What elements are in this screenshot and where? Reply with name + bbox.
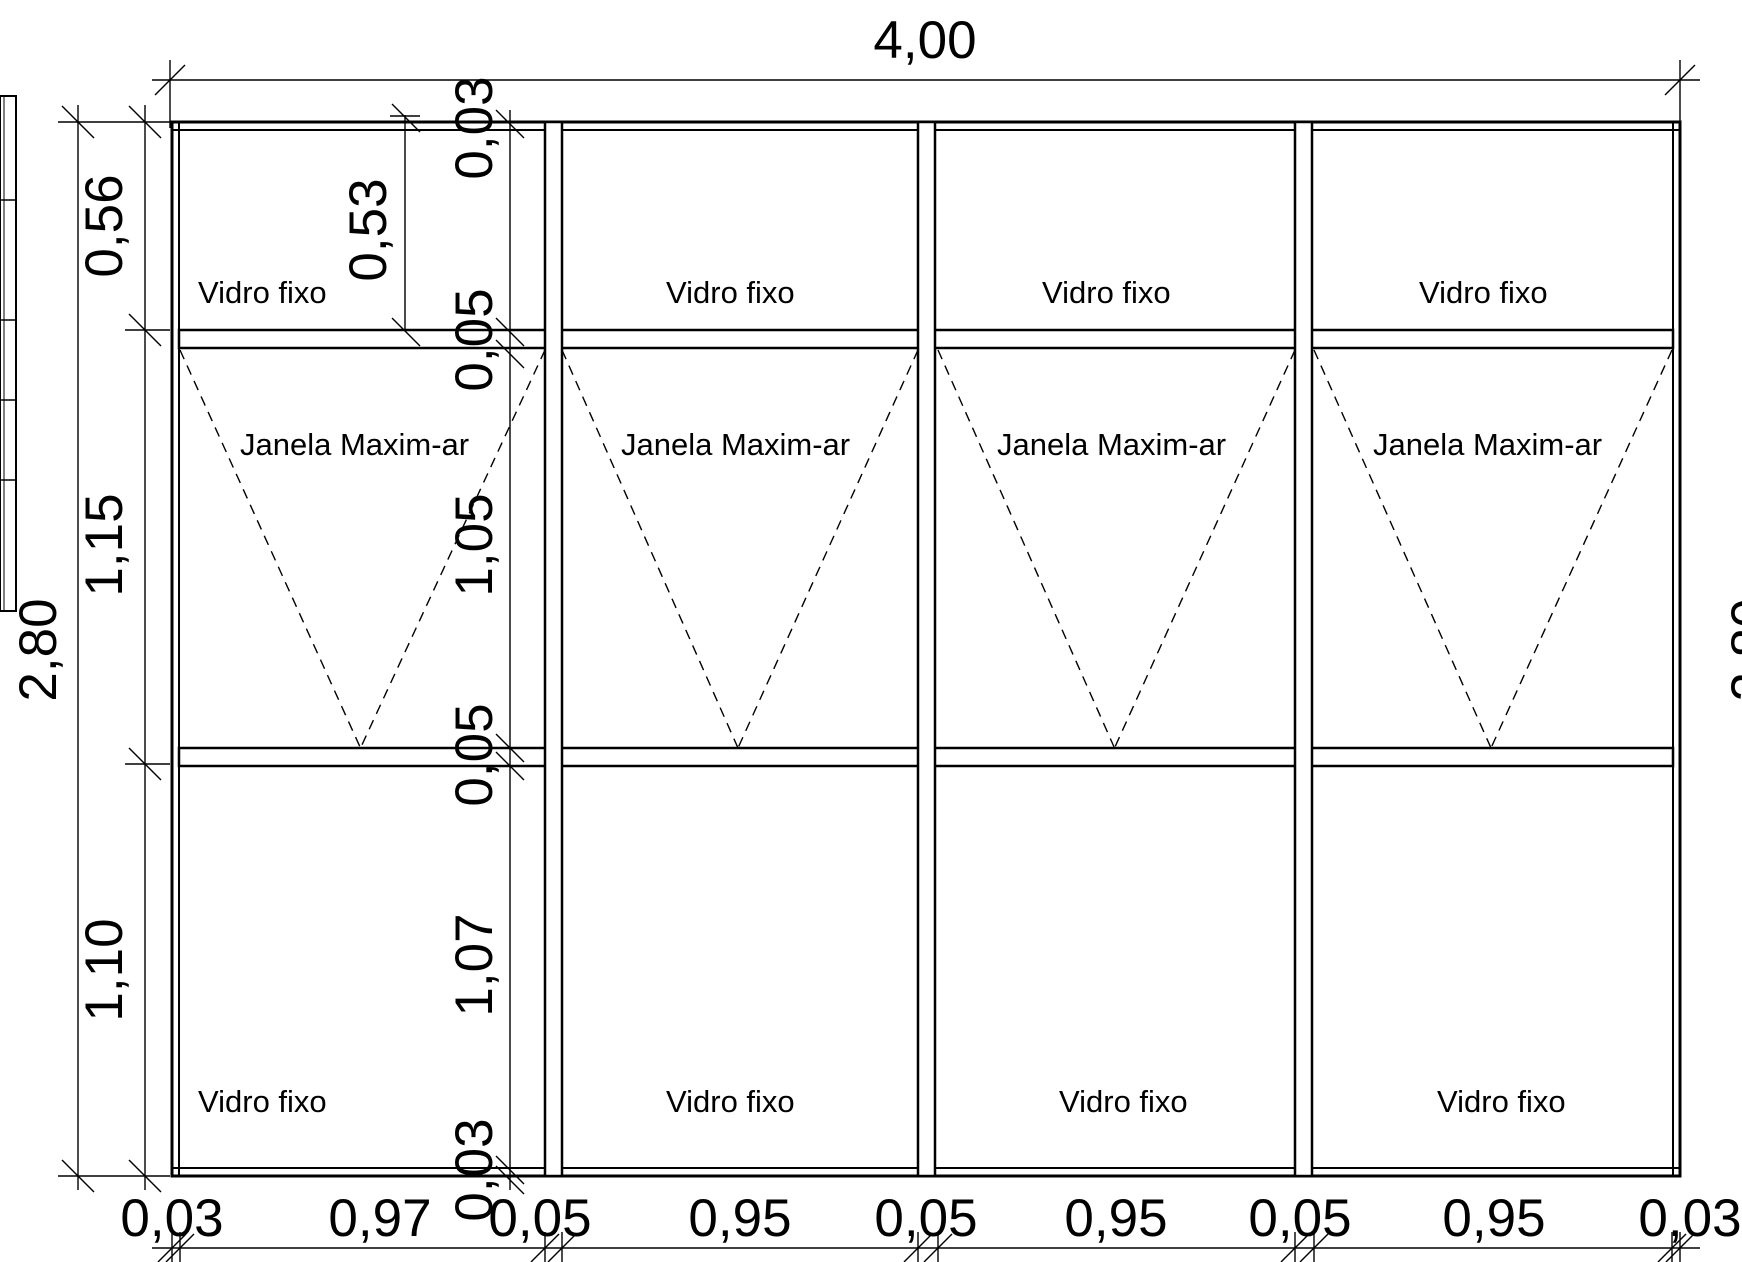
bottom-dim-label: 0,05 [488,1189,591,1248]
inner-dim-1-05: 1,05 [445,493,504,596]
mullion [543,120,564,1178]
inner-dim-0-53: 0,53 [339,178,398,281]
bottom-dim-label: 0,05 [874,1189,977,1248]
panel-label-c2-bottom: Vidro fixo [666,1084,795,1119]
overall-width-label: 4,00 [873,11,976,70]
bottom-dim-label: 0,95 [688,1189,791,1248]
panel-label-c4-bottom: Vidro fixo [1437,1084,1566,1119]
panel-label-c1-top: Vidro fixo [198,275,327,310]
bottom-dim-label: 0,97 [328,1189,431,1248]
overall-height-label: 2,80 [9,598,68,701]
dimension-left-inner: 0,03 0,53 0,05 1,05 0,05 1,07 0,03 [339,76,525,1222]
panel-label-c2-middle: Janela Maxim-ar [621,427,850,462]
left-dim-0-56: 0,56 [75,174,134,277]
window-frame [170,120,1682,1178]
dimension-right-partial: 2,80 [1721,598,1742,701]
dimension-overall-height: 2,80 [9,105,170,1193]
inner-dim-1-07: 1,07 [445,913,504,1016]
mullion [916,120,937,1178]
inner-dim-0-05-b: 0,05 [445,703,504,806]
bottom-dim-label: 0,05 [1248,1189,1351,1248]
inner-dim-0-03-top: 0,03 [445,76,504,179]
panel-label-c1-middle: Janela Maxim-ar [240,427,469,462]
bottom-dim-label: 0,95 [1064,1189,1167,1248]
dimension-left-outer: 0,56 1,15 1,10 [75,105,170,1193]
bottom-dim-label: 0,95 [1442,1189,1545,1248]
panel-label-c3-middle: Janela Maxim-ar [997,427,1226,462]
left-dim-1-10: 1,10 [75,918,134,1021]
right-height-label: 2,80 [1721,598,1742,701]
dimension-bottom-chain: 0,03 0,97 0,05 0,95 0,05 0,95 0,05 0,95 0,03 [120,1189,1742,1262]
panel-label-c4-middle: Janela Maxim-ar [1373,427,1602,462]
panel-label-c4-top: Vidro fixo [1419,275,1548,310]
bottom-dim-label: 0,03 [1638,1189,1741,1248]
bottom-dim-label: 0,03 [120,1189,223,1248]
inner-dim-0-03-bottom: 0,03 [445,1118,504,1221]
inner-dim-0-05-a: 0,05 [445,288,504,391]
dimension-overall-width: 4,00 [152,11,1700,128]
panel-labels: Vidro fixo Vidro fixo Vidro fixo Vidro f… [198,275,1602,1119]
left-dim-1-15: 1,15 [75,493,134,596]
panel-label-c2-top: Vidro fixo [666,275,795,310]
maxim-ar-opening-lines [179,349,1673,749]
adjacent-element-fragment [0,95,17,612]
panel-label-c3-top: Vidro fixo [1042,275,1171,310]
mullion [1293,120,1314,1178]
panel-label-c3-bottom: Vidro fixo [1059,1084,1188,1119]
panel-label-c1-bottom: Vidro fixo [198,1084,327,1119]
